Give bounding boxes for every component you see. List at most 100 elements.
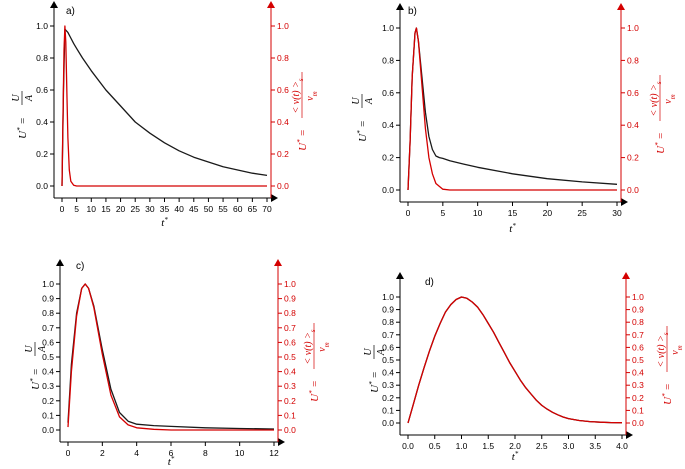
- x-tick-label: 3.5: [589, 441, 601, 451]
- y-tick-left-label: 0.4: [36, 117, 48, 127]
- series-line-red: [407, 296, 623, 424]
- y-right-label-num: < v(t) >s: [291, 78, 305, 113]
- x-axis-arrow: [626, 431, 633, 439]
- y-axis-right-label: U* = < v(t) >svm: [303, 323, 331, 402]
- x-tick-label: 15: [508, 208, 518, 218]
- x-tick-label: 6: [169, 448, 174, 458]
- x-tick-label: 10: [235, 448, 245, 458]
- y-tick-left-label: 0.8: [382, 317, 394, 327]
- x-tick-label: 40: [174, 204, 184, 214]
- y-tick-left-label: 0.6: [42, 337, 54, 347]
- chart-panel-2: 0 5 10 15 20 25 30 0.0 0.0 0.2 0.2 0.4 0.4 0.6 0.6 0.8 0…: [351, 3, 677, 235]
- y-tick-left-label: 0.2: [36, 149, 48, 159]
- y-left-label-den: A: [364, 97, 375, 105]
- y-tick-right-label: 1.0: [277, 21, 289, 31]
- y-axis-left-label: U* = U A: [351, 94, 375, 142]
- y-tick-right-label: 0.6: [284, 337, 296, 347]
- y-tick-left-label: 0.8: [36, 53, 48, 63]
- y-tick-right-label: 0.2: [277, 149, 289, 159]
- y-axis-left-arrow: [56, 259, 64, 266]
- y-right-label-den: vm: [317, 342, 331, 352]
- y-tick-right-label: 0.2: [632, 393, 644, 403]
- panel-label: d): [425, 277, 434, 288]
- y-tick-right-label: 0.4: [277, 117, 289, 127]
- y-tick-right-label: 0.2: [284, 396, 296, 406]
- y-right-label-lhs: U* =: [654, 132, 667, 154]
- panel-label: b): [408, 6, 417, 17]
- y-right-label-num: < v(t) >s: [649, 81, 663, 116]
- y-tick-left-label: 0.2: [382, 393, 394, 403]
- chart-panel-3: 0 2 4 6 8 10 12 0.0 0.0 0.1 0.1 0.2 0.2 0.3 0.3 0.4 0.4 0…: [24, 259, 331, 468]
- x-axis-arrow: [271, 194, 278, 202]
- y-left-label-den: A: [376, 348, 387, 356]
- y-tick-right-label: 0.6: [632, 342, 644, 352]
- panel-label: a): [66, 6, 75, 17]
- y-tick-right-label: 0.7: [632, 330, 644, 340]
- x-axis-arrow: [278, 438, 285, 446]
- y-tick-left-label: 0.5: [382, 355, 394, 365]
- y-tick-left-label: 0.4: [382, 368, 394, 378]
- y-axis-right-arrow: [622, 272, 630, 279]
- x-tick-label: 10: [87, 204, 97, 214]
- y-tick-left-label: 0.2: [382, 153, 394, 163]
- y-tick-left-label: 0.1: [382, 405, 394, 415]
- y-axis-left-arrow: [50, 1, 58, 8]
- y-left-label-num: U: [363, 348, 374, 356]
- x-axis-label: t*: [168, 455, 175, 468]
- y-tick-right-label: 0.0: [284, 425, 296, 435]
- y-axis-left-arrow: [396, 272, 404, 279]
- y-left-label-num: U: [11, 94, 22, 102]
- y-axis-left-label: U* = U A: [363, 345, 387, 393]
- y-tick-left-label: 0.6: [382, 342, 394, 352]
- y-right-label-lhs: U* =: [296, 129, 309, 151]
- x-tick-label: 12: [269, 448, 279, 458]
- y-tick-left-label: 0.7: [382, 330, 394, 340]
- x-tick-label: 50: [204, 204, 214, 214]
- y-tick-right-label: 0.5: [284, 352, 296, 362]
- x-tick-label: 2: [100, 448, 105, 458]
- x-tick-label: 30: [145, 204, 155, 214]
- x-tick-label: 30: [612, 208, 622, 218]
- y-tick-left-label: 0.1: [42, 410, 54, 420]
- y-tick-right-label: 0.1: [632, 405, 644, 415]
- panel-label: c): [76, 261, 84, 272]
- y-left-label-den: A: [24, 94, 35, 102]
- y-left-label-lhs: U* =: [16, 117, 29, 139]
- y-axis-right-arrow: [274, 259, 282, 266]
- y-tick-right-label: 0.9: [284, 294, 296, 304]
- series-line-red: [67, 283, 274, 431]
- x-tick-label: 70: [262, 204, 272, 214]
- x-tick-label: 1.5: [482, 441, 494, 451]
- x-tick-label: 4.0: [616, 441, 628, 451]
- series-line-black: [407, 296, 623, 424]
- y-left-label-lhs: U* =: [368, 371, 381, 393]
- chart-panel-4: 0.0 0.5 1.0 1.5 2.0 2.5 3.0 3.5 4.0 0.0 0.0 0.1 0.1 0…: [363, 272, 684, 463]
- x-tick-label: 0: [406, 208, 411, 218]
- y-tick-right-label: 0.2: [627, 153, 639, 163]
- y-tick-left-label: 0.6: [36, 85, 48, 95]
- y-tick-right-label: 0.8: [632, 317, 644, 327]
- y-tick-left-label: 0.8: [42, 308, 54, 318]
- y-left-label-lhs: U* =: [29, 368, 42, 390]
- y-tick-right-label: 0.0: [627, 185, 639, 195]
- x-tick-label: 1.0: [456, 441, 468, 451]
- x-tick-label: 15: [101, 204, 111, 214]
- y-tick-left-label: 1.0: [36, 21, 48, 31]
- y-tick-right-label: 0.9: [632, 305, 644, 315]
- x-tick-label: 25: [130, 204, 140, 214]
- x-tick-label: 25: [577, 208, 587, 218]
- y-right-label-den: vm: [305, 91, 319, 101]
- y-tick-right-label: 0.1: [284, 410, 296, 420]
- x-axis-label: t*: [161, 216, 168, 229]
- x-tick-label: 5: [440, 208, 445, 218]
- y-tick-right-label: 0.6: [277, 85, 289, 95]
- x-tick-label: 60: [233, 204, 243, 214]
- y-right-label-lhs: U* =: [308, 380, 321, 402]
- y-tick-left-label: 0.3: [42, 381, 54, 391]
- y-tick-right-label: 0.3: [632, 380, 644, 390]
- y-axis-left-label: U* = U A: [24, 342, 48, 390]
- series-line-black: [67, 283, 275, 430]
- y-tick-left-label: 0.8: [382, 55, 394, 65]
- y-right-label-num: < v(t) >s: [303, 329, 317, 364]
- y-tick-right-label: 0.3: [284, 381, 296, 391]
